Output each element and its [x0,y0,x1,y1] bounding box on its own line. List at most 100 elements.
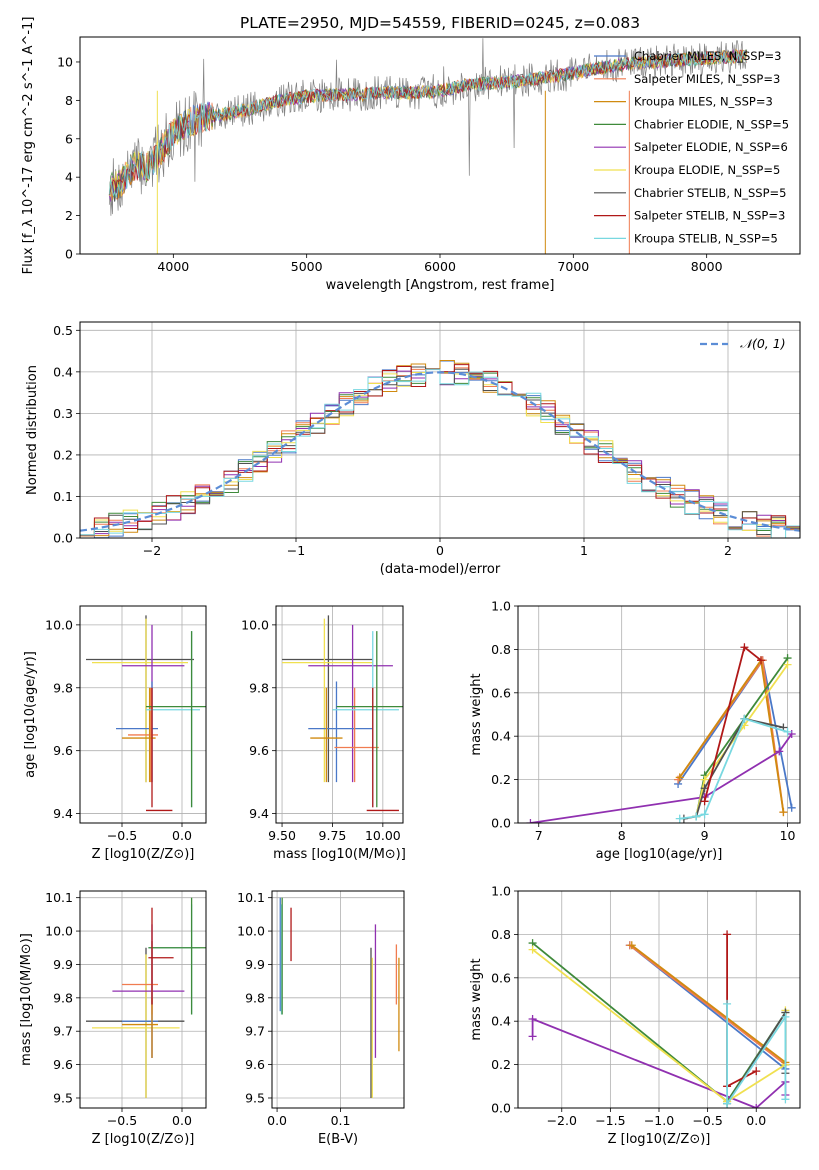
y-tick-label: 0.0 [491,816,511,831]
y-tick-label: 9.7 [53,1024,73,1039]
error-bars [282,615,403,812]
y-tick-label: 9.7 [245,1024,265,1039]
y-axis-label: age [log10(age/yr)] [23,651,38,778]
weight-marker [627,941,636,950]
y-tick-label: 0.8 [491,642,511,657]
y-tick-label: 0.6 [491,970,511,985]
weight-marker [775,747,784,756]
y-tick-label: 9.4 [53,806,73,821]
error-bars [279,897,400,1098]
x-tick-label: 7 [535,828,543,843]
legend-label: Chabrier STELIB, N_SSP=5 [634,186,786,200]
weight-lines [528,930,790,1108]
x-tick-label: −1 [287,543,305,558]
x-tick-label: 2 [724,543,732,558]
weight-marker [783,727,792,736]
x-tick-label: 9.75 [319,828,347,843]
model-spectrum-line [108,49,748,195]
y-tick-label: 0.4 [491,729,511,744]
x-tick-label: 10.00 [365,828,401,843]
weight-series-line [530,733,793,823]
x-tick-label: 5000 [291,259,323,274]
weight-marker [752,1067,761,1076]
x-axis-label: Z [log10(Z/Z⊙)] [92,1132,195,1147]
weight-marker [781,1012,790,1021]
y-tick-label: 10.1 [45,890,73,905]
y-axis-label: Normed distribution [25,365,40,495]
weight-marker [528,945,537,954]
y-axis-label: Flux [f_λ 10^-17 erg cm^-2 s^-1 A^-1] [21,17,36,275]
y-tick-label: 10.0 [45,617,73,632]
weight-marker [700,797,709,806]
weight-marker [692,812,701,821]
y-tick-label: 0.0 [491,1101,511,1116]
y-axis-label: mass weight [469,673,484,755]
age-vs-mass-panel: 9.50 9.75 10.00 9.4 9.6 9.8 10.0 mass [log10(M/… [241,605,406,862]
weight-series-line [631,944,786,1064]
x-tick-label: 0.0 [267,1113,287,1128]
x-axis-label: mass [log10(M/M⊙)] [273,847,406,862]
legend-label: Kroupa MILES, N_SSP=3 [634,95,773,109]
axes-frame [517,890,801,1109]
residual-histogram-panel: −2 −1 0 1 2 0.0 0.1 0.2 0.3 0.4 0.5 (data-model)/er… [25,321,801,577]
x-axis-label: Z [log10(Z/Z⊙)] [608,1132,711,1147]
weight-marker [723,930,732,939]
y-tick-label: 10.0 [241,617,269,632]
y-tick-label: 9.5 [245,1090,265,1105]
axes-frame [79,605,207,824]
y-tick-label: 9.8 [245,990,265,1005]
y-tick-label: 9.8 [53,680,73,695]
legend-label: Chabrier ELODIE, N_SSP=5 [634,117,789,131]
x-tick-label: −1.5 [595,1113,625,1128]
x-tick-label: −1.0 [644,1113,674,1128]
weight-marker [757,656,766,665]
y-tick-label: 9.6 [245,1057,265,1072]
x-tick-label: −0.5 [107,1113,137,1128]
weight-marker [787,730,796,739]
y-tick-label: 2 [65,208,73,223]
legend-label: 𝒩(0, 1) [740,336,786,351]
model-spectrum-line [108,50,747,199]
y-tick-label: 10.1 [237,890,265,905]
histogram-series [80,360,800,537]
y-tick-label: 1.0 [491,884,511,899]
y-tick-label: 10.0 [237,924,265,939]
y-tick-label: 0.5 [53,323,73,338]
y-tick-label: 0.8 [491,927,511,942]
weight-marker [675,814,684,823]
y-tick-label: 6 [65,131,73,146]
y-tick-label: 9.8 [53,990,73,1005]
axes-frame [79,36,801,255]
weight-series-line [703,645,762,802]
x-axis-label: E(B-V) [318,1132,358,1147]
x-tick-label: 0.0 [746,1113,766,1128]
weight-marker [700,810,709,819]
x-axis-label: age [log10(age/yr)] [596,847,723,862]
legend-label: Chabrier MILES, N_SSP=3 [634,49,781,63]
weight-marker [740,714,749,723]
axes-frame [79,321,801,539]
x-tick-label: 0 [436,543,444,558]
x-tick-label: 0.1 [331,1113,351,1128]
y-tick-label: 4 [65,170,73,185]
x-tick-label: 0.0 [172,828,192,843]
legend-label: Salpeter STELIB, N_SSP=3 [634,209,785,223]
x-tick-label: 4000 [157,259,189,274]
normal-reference-curve [80,371,800,532]
x-tick-label: 9 [701,828,709,843]
axes-frame [271,890,405,1109]
figure-title: PLATE=2950, MJD=54559, FIBERID=0245, z=0… [240,14,640,32]
x-tick-label: −0.5 [107,828,137,843]
weight-marker [528,1032,537,1041]
x-tick-label: 9.50 [268,828,296,843]
y-axis-label: mass weight [469,958,484,1040]
weight-vs-metallicity-panel: −2.0 −1.5 −1.0 −0.5 0.0 0.0 0.2 0.4 0.6 0.8 1.0 Z [… [469,884,801,1147]
x-tick-label: 1 [580,543,588,558]
axes-frame [517,605,801,824]
error-bars [86,897,206,1098]
x-tick-label: −2.0 [547,1113,577,1128]
x-tick-label: 10 [780,828,796,843]
x-tick-label: 0.0 [172,1113,192,1128]
y-tick-label: 9.9 [53,957,73,972]
